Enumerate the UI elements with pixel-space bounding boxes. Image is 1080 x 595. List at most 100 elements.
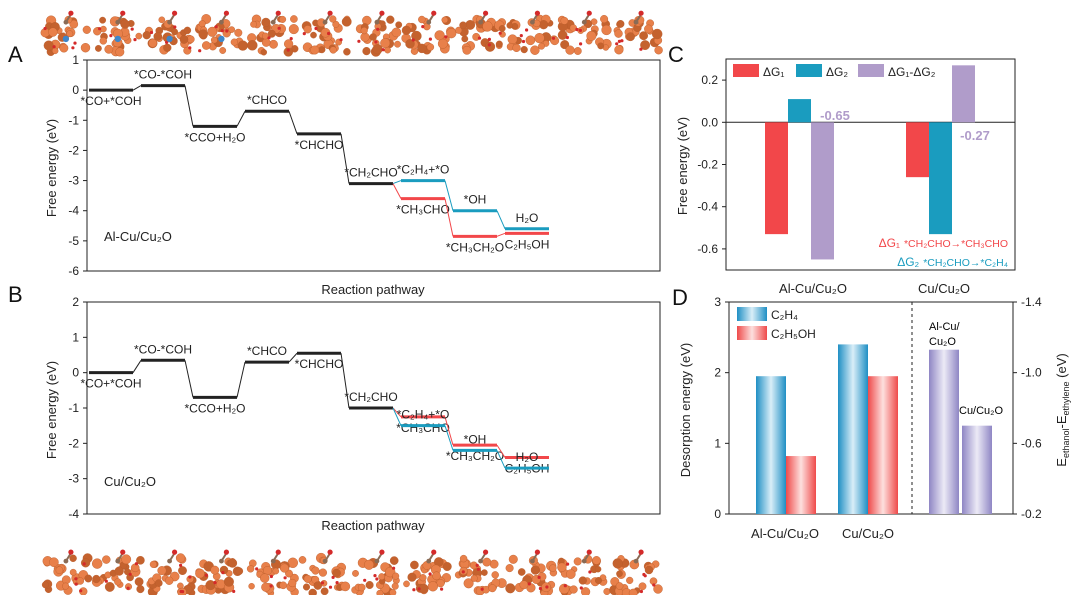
cu-atom-icon [560,16,569,25]
cu-atom-icon [508,554,518,564]
level-label: *CO+*COH [80,94,141,108]
oxygen-atom-icon [461,570,465,574]
cu-atom-icon [261,17,271,28]
connector [132,85,142,91]
level-label: *CH₂CHO [344,390,397,404]
oxygen-atom-icon [374,40,378,44]
panel-c-ylabel: Free energy (eV) [675,117,690,215]
oxygen-atom-icon [480,587,484,591]
cu-atom-icon [401,25,412,35]
oxygen-atom-icon [149,30,154,35]
adsorbate-oxygen-icon [586,10,592,16]
cu-atom-icon [234,28,243,37]
oxygen-atom-icon [579,586,583,590]
y-tick-label: -0.2 [697,158,718,172]
oxygen-atom-icon [82,562,86,566]
panel-c-data-label-0: -0.65 [820,108,850,123]
cu-atom-icon [603,588,611,595]
cu-atom-icon [92,574,101,584]
al-atom-icon [166,35,173,43]
panel-d-right-ylabel-mid: -E [1054,415,1069,428]
cu-atom-icon [308,588,317,595]
panel-c-y-axis: 0.2 0.0 -0.2 -0.4 -0.6 [697,73,726,256]
cu-atom-icon [601,24,612,36]
cu-atom-icon [175,553,186,563]
oxygen-atom-icon [639,47,643,51]
oxygen-atom-icon [221,571,225,575]
cu-atom-icon [391,27,402,38]
cu-atom-icon [310,31,317,39]
level-label: *CHCO [247,93,287,107]
oxygen-atom-icon [104,579,108,583]
oxygen-atom-icon [314,26,318,31]
cu-atom-icon [99,37,108,45]
adsorbate-structure-icon [355,10,403,57]
adsorbate-oxygen-icon [379,549,385,555]
oxygen-atom-icon [79,589,83,593]
oxygen-atom-icon [269,584,273,588]
cu-atom-icon [614,45,624,55]
adsorbate-carbon-icon [633,19,639,25]
oxygen-atom-icon [126,586,130,590]
cu-atom-icon [581,587,591,595]
oxygen-atom-icon [74,582,78,586]
level-label: *CCO+H₂O [184,130,245,144]
oxygen-atom-icon [335,581,339,585]
cu-atom-icon [482,557,492,567]
bar [952,65,975,123]
oxygen-atom-icon [417,587,421,591]
cu-atom-icon [288,24,299,35]
cu-atom-icon [69,554,77,562]
cu-atom-icon [269,39,278,49]
y-tick-label: 1 [72,53,79,67]
oxygen-atom-icon [375,577,379,581]
cu-atom-icon [519,580,529,590]
legend-label: C₂H₄ [771,308,798,322]
oxygen-atom-icon [289,37,293,41]
adsorbate-structure-icon [351,549,400,595]
cu-atom-icon [639,31,648,41]
cu-atom-icon [362,46,371,56]
oxygen-atom-icon [328,585,333,589]
adsorbate-carbon-icon [63,19,69,25]
oxygen-atom-icon [615,42,619,46]
adsorbate-structure-icon [195,549,244,595]
adsorbate-oxygen-icon [638,10,644,16]
y-tick-label: -3 [68,174,79,188]
panel-d-right-ylabel-unit: (eV) [1054,353,1069,381]
y-tick-label: 1 [714,436,721,450]
panel-letter-c: C [668,42,684,67]
cu-atom-icon [341,16,352,27]
bar [906,122,929,178]
cu-atom-icon [318,46,326,54]
oxygen-atom-icon [213,581,217,585]
oxygen-atom-icon [109,34,113,38]
adsorbate-carbon-icon [530,19,535,25]
adsorbate-oxygen-icon [638,549,644,555]
cu-atom-icon [248,583,255,590]
cu-atom-icon [410,560,419,570]
adsorbate-structure-icon [142,10,195,55]
cu-atom-icon [459,554,468,563]
cu-atom-icon [130,563,140,573]
cu-atom-icon [597,42,605,50]
panel-c-category-1: Cu/Cu₂O [918,281,970,296]
cu-atom-icon [332,568,341,578]
y-tick-label: -3 [68,472,79,486]
oxygen-atom-icon [339,38,343,42]
adsorbate-structure-icon [247,10,299,57]
panel-c-note-dg1-prefix: ΔG₁ [879,236,900,250]
structure-strip-top [40,10,663,57]
cu-atom-icon [557,30,568,40]
oxygen-atom-icon [617,39,622,44]
y-tick-label: 2 [714,366,721,380]
cu-atom-icon [290,15,298,23]
cu-atom-icon [99,16,107,24]
cu-atom-icon [222,29,231,38]
bar [929,122,952,235]
right-y-tick-label: -0.2 [1021,507,1042,521]
oxygen-atom-icon [165,40,169,45]
cu-atom-icon [517,568,526,576]
cu-atom-icon [652,28,663,40]
cu-atom-icon [419,574,427,582]
